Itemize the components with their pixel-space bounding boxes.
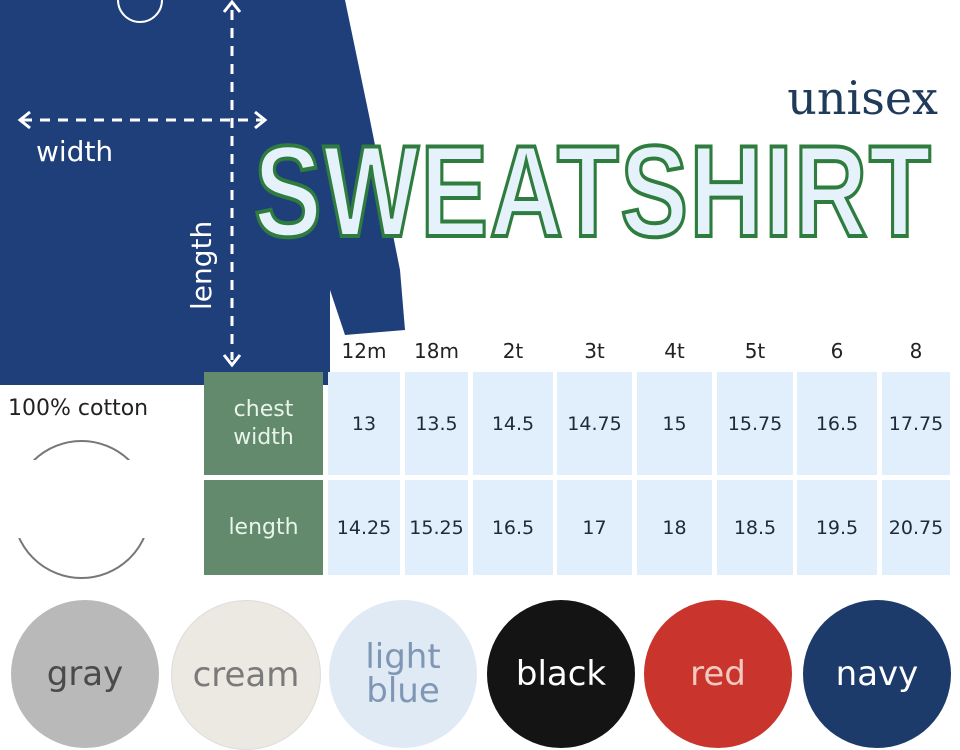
color-name: light blue (365, 637, 441, 711)
size-header: 3t (584, 339, 605, 363)
subtitle: unisex (787, 71, 938, 125)
measurement-cell: 18 (637, 480, 712, 575)
color-swatch-red[interactable]: red (644, 600, 792, 748)
size-header: 8 (909, 339, 923, 363)
collar-label (117, 0, 163, 23)
sweatshirt-illustration (0, 0, 405, 385)
row-label: length (204, 480, 323, 575)
color-swatch-gray[interactable]: gray (11, 600, 159, 748)
color-name: black (515, 654, 607, 694)
color-name: red (690, 654, 746, 694)
measurement-cell: 17 (557, 480, 632, 575)
dimension-arrows (22, 10, 262, 360)
measurement-cell: 15 (637, 372, 712, 475)
measurement-cell: 20.75 (882, 480, 950, 575)
material-label: 100% cotton (8, 396, 149, 421)
size-header: 4t (664, 339, 685, 363)
color-swatch-light-blue[interactable]: light blue (329, 600, 477, 748)
size-header: 18m (414, 339, 459, 363)
measurement-cell: 18.5 (717, 480, 793, 575)
color-swatch-cream[interactable]: cream (171, 600, 321, 750)
color-swatch-navy[interactable]: navy (803, 600, 951, 748)
measurement-cell: 13.5 (405, 372, 468, 475)
measurement-cell: 16.5 (797, 372, 877, 475)
row-label: chest width (204, 372, 323, 475)
length-label: length (185, 220, 218, 310)
page-title: SWEATSHIRT (252, 118, 933, 264)
measurement-cell: 14.5 (473, 372, 553, 475)
color-swatch-black[interactable]: black (487, 600, 635, 748)
size-header: 2t (502, 339, 524, 363)
size-header: 5t (744, 339, 766, 363)
size-header: 6 (830, 339, 844, 363)
measurement-cell: 14.75 (557, 372, 632, 475)
measurement-cell: 16.5 (473, 480, 553, 575)
color-name: navy (835, 654, 919, 694)
measurement-cell: 15.25 (405, 480, 468, 575)
color-name: cream (192, 655, 300, 695)
measurement-cell: 17.75 (882, 372, 950, 475)
measurement-cell: 13 (328, 372, 400, 475)
size-header: 12m (341, 339, 387, 363)
measurement-cell: 14.25 (328, 480, 400, 575)
width-label: width (36, 135, 114, 168)
color-name: gray (46, 654, 124, 694)
measurement-cell: 15.75 (717, 372, 793, 475)
measurement-cell: 19.5 (797, 480, 877, 575)
